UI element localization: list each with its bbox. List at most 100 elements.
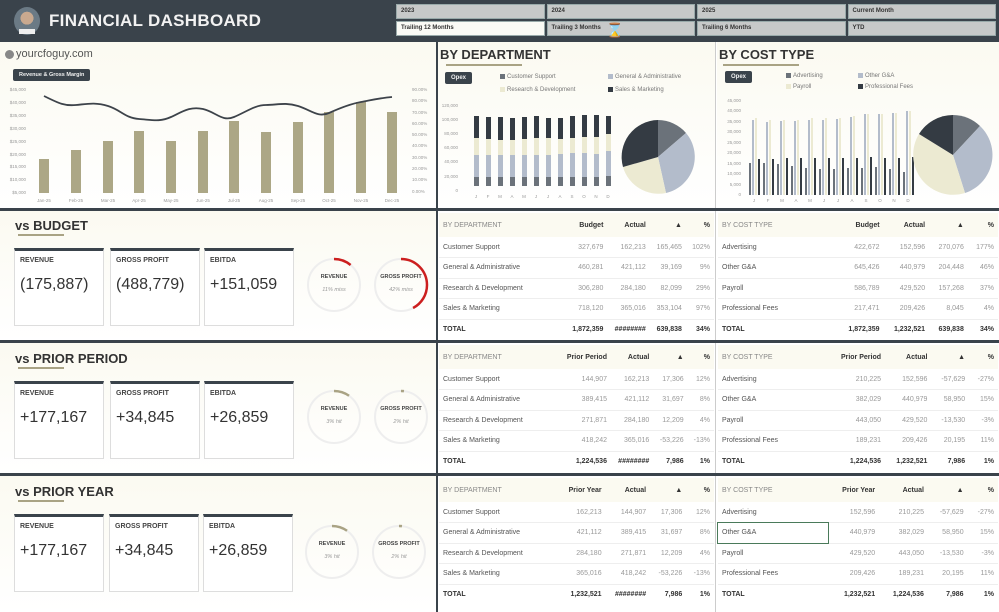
table-cell: 144,907 [605, 502, 651, 523]
svg-text:0: 0 [455, 188, 458, 193]
table-cell: 34% [695, 326, 710, 333]
table-row[interactable]: Payroll 443,050 429,520 -13,530 -3% [718, 410, 998, 431]
table-total-row[interactable]: TOTAL 1,872,359 ######## 639,838 34% [439, 319, 714, 340]
website-link[interactable]: yourcfoguy.com [16, 48, 93, 60]
table-row[interactable]: Customer Support 144,907 162,213 17,306 12% [439, 369, 714, 390]
table-cell: 162,213 [559, 502, 606, 523]
svg-text:100,000: 100,000 [442, 117, 459, 122]
cost-type-opex-button[interactable]: Opex [725, 71, 753, 83]
table-row[interactable]: Other G&A 645,426 440,979 204,448 46% [718, 257, 998, 279]
table-row[interactable]: Sales & Marketing 365,016 418,242 -53,226 -1… [439, 563, 714, 585]
table-cell: 217,471 [838, 298, 884, 320]
table-row[interactable]: Other G&A 440,979 382,029 58,950 15% [717, 521, 998, 544]
gauge-gross-profit: GROSS PROFIT 2% hit [371, 524, 427, 580]
legend-swatch [786, 84, 791, 89]
department-opex-button[interactable]: Opex [445, 72, 473, 84]
slicer-2024[interactable]: 2024 [546, 4, 695, 19]
table-total-row[interactable]: TOTAL 1,224,536 1,232,521 7,986 1% [718, 451, 998, 472]
table-row[interactable]: Other G&A 382,029 440,979 58,950 15% [718, 389, 998, 411]
slicer-2025[interactable]: 2025 [697, 4, 846, 19]
slicer-current-month[interactable]: Current Month [847, 4, 996, 19]
table-cell: 4% [686, 543, 714, 564]
table-header-cell: Actual [885, 345, 932, 369]
table-cell: 1,232,521 [896, 458, 928, 465]
table-row[interactable]: General & Administrative 460,281 421,112 39… [439, 257, 714, 279]
table-header-cell: Prior Period [559, 345, 611, 369]
table-cell: 15% [969, 389, 998, 411]
table-row[interactable]: Research & Development 306,280 284,180 82,0… [439, 278, 714, 299]
table-cell: -57,629 [931, 369, 970, 390]
kpi-value: (175,887) [20, 276, 89, 293]
table-cell: -3% [969, 410, 998, 431]
svg-text:J: J [823, 198, 825, 203]
table-cell: -53,226 [653, 430, 688, 452]
table-row[interactable]: Professional Fees 209,426 189,231 20,195 11% [718, 563, 998, 585]
legend-swatch [500, 87, 505, 92]
svg-text:20,000: 20,000 [727, 150, 741, 155]
slicer-trailing-12-months[interactable]: Trailing 12 Months [396, 21, 545, 36]
legend-item: Payroll [786, 84, 811, 90]
table-total-row[interactable]: TOTAL 1,232,521 1,224,536 7,986 1% [718, 584, 998, 605]
table-header-cell: Actual [607, 213, 650, 237]
table-row[interactable]: Sales & Marketing 418,242 365,016 -53,226 -1… [439, 430, 714, 452]
svg-text:$15,000: $15,000 [10, 164, 27, 169]
table-cell: 421,112 [610, 389, 654, 411]
table-total-row[interactable]: TOTAL 1,232,521 ######## 7,986 1% [439, 584, 714, 605]
table-cell: Research & Development [439, 543, 559, 564]
table-header-cell: % [686, 478, 714, 502]
table-cell: 209,426 [828, 563, 880, 585]
header-bar: FINANCIAL DASHBOARD 2023 2024 2025 Curre… [0, 0, 999, 42]
table-header-cell: BY DEPARTMENT [439, 345, 559, 369]
table-cell: 8% [687, 389, 714, 411]
svg-text:0: 0 [738, 192, 741, 197]
svg-text:15,000: 15,000 [727, 161, 741, 166]
svg-text:40,000: 40,000 [727, 108, 741, 113]
svg-text:Feb-25: Feb-25 [69, 198, 84, 203]
table-row[interactable]: Research & Development 284,180 271,871 12,2… [439, 543, 714, 564]
table-row[interactable]: General & Administrative 421,112 389,415 31… [439, 522, 714, 544]
table-row[interactable]: Customer Support 162,213 144,907 17,306 12% [439, 502, 714, 523]
table-row[interactable]: Advertising 422,672 152,596 270,076 177% [718, 237, 998, 258]
table-row[interactable]: Professional Fees 189,231 209,426 20,195 11% [718, 430, 998, 452]
table-row[interactable]: General & Administrative 389,415 421,112 31… [439, 389, 714, 411]
revenue-gross-margin-button[interactable]: Revenue & Gross Margin [13, 69, 91, 81]
table-cell: 365,016 [559, 563, 606, 585]
table-row[interactable]: Sales & Marketing 718,120 365,016 353,104 97… [439, 298, 714, 320]
kpi-value: +34,845 [116, 409, 175, 426]
legend-swatch [786, 73, 791, 78]
table-header-cell: % [685, 213, 714, 237]
slicer-ytd[interactable]: YTD [847, 21, 996, 36]
table-total-row[interactable]: TOTAL 1,224,536 ######## 7,986 1% [439, 451, 714, 472]
table-cell: 306,280 [565, 278, 608, 299]
table-row[interactable]: Advertising 210,225 152,596 -57,629 -27% [718, 369, 998, 390]
table-cell: 389,415 [605, 522, 651, 544]
table-total-row[interactable]: TOTAL 1,872,359 1,232,521 639,838 34% [718, 319, 998, 340]
table-cell: 210,225 [879, 502, 928, 523]
table-cell: 418,242 [605, 563, 651, 585]
table-cell: 645,426 [838, 257, 884, 279]
svg-text:$20,000: $20,000 [10, 152, 27, 157]
table-row[interactable]: Payroll 429,520 443,050 -13,530 -3% [718, 543, 998, 564]
table-cell: -13% [687, 430, 714, 452]
slicer-trailing-3-months[interactable]: Trailing 3 Months [546, 21, 695, 36]
table-cell: 1,232,521 [893, 326, 926, 333]
legend-item: Advertising [786, 73, 823, 79]
table-row[interactable]: Payroll 586,789 429,520 157,268 37% [718, 278, 998, 299]
table-row[interactable]: Customer Support 327,679 162,213 165,465 102… [439, 237, 714, 258]
table-cell: 327,679 [565, 237, 608, 258]
table-cell: 270,076 [929, 237, 968, 258]
table-row[interactable]: Research & Development 271,871 284,180 12,2… [439, 410, 714, 431]
table-row[interactable]: Professional Fees 217,471 209,426 8,045 4% [718, 298, 998, 320]
svg-text:N: N [594, 194, 597, 199]
table-cell: 39,169 [649, 257, 686, 279]
table-cell: 382,029 [879, 522, 928, 544]
table-header-cell: BY COST TYPE [718, 213, 838, 237]
slicer-2023[interactable]: 2023 [396, 4, 545, 19]
table-cell: 20,195 [927, 563, 968, 585]
table-cell: 4% [687, 410, 714, 431]
prior-period-department-table: BY DEPARTMENT Prior Period Actual ▲% Custom… [439, 345, 714, 472]
slicer-trailing-6-months[interactable]: Trailing 6 Months [697, 21, 846, 36]
table-cell: 4% [967, 298, 998, 320]
table-row[interactable]: Advertising 152,596 210,225 -57,629 -27% [718, 502, 998, 523]
